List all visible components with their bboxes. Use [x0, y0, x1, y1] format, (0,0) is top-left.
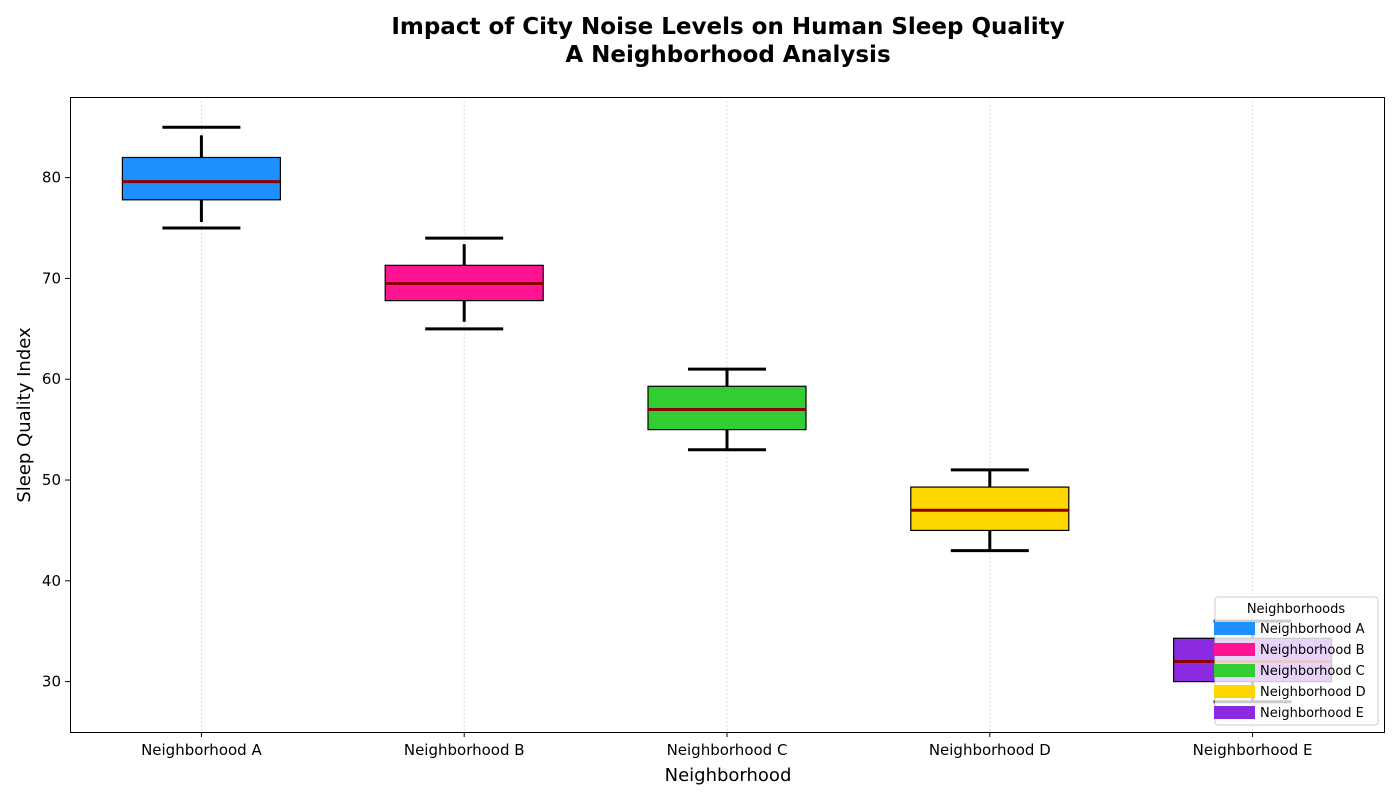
legend-title: Neighborhoods	[1247, 602, 1346, 617]
y-axis-ticks: 30 40 50 60 70 80	[42, 169, 70, 691]
y-tick-label: 70	[42, 269, 61, 287]
x-tick-label: Neighborhood D	[929, 741, 1051, 759]
legend-swatch	[1214, 643, 1255, 656]
y-tick-label: 80	[42, 169, 61, 187]
y-axis-label: Sleep Quality Index	[14, 327, 35, 503]
legend: Neighborhoods Neighborhood A Neighborhood…	[1214, 596, 1379, 726]
y-tick-label: 50	[42, 471, 61, 489]
x-axis-label: Neighborhood	[665, 765, 792, 786]
chart-title-line-2: A Neighborhood Analysis	[565, 42, 890, 68]
x-tick-label: Neighborhood A	[141, 741, 262, 759]
box-neighborhood-b	[384, 236, 544, 331]
iqr-box	[910, 486, 1070, 532]
legend-swatch	[1214, 706, 1255, 719]
y-tick-label: 40	[42, 572, 61, 590]
y-tick-label: 60	[42, 370, 61, 388]
y-tick-label: 30	[42, 673, 61, 691]
x-tick-label: Neighborhood B	[404, 741, 525, 759]
legend-entry-label: Neighborhood A	[1260, 622, 1365, 637]
legend-frame	[1214, 596, 1379, 726]
legend-entry-label: Neighborhood C	[1260, 664, 1365, 679]
legend-swatch	[1214, 622, 1255, 635]
legend-swatch	[1214, 664, 1255, 677]
legend-entry-label: Neighborhood D	[1260, 685, 1366, 700]
legend-entry-label: Neighborhood E	[1260, 706, 1364, 721]
box-neighborhood-d	[910, 468, 1070, 553]
chart-title: Impact of City Noise Levels on Human Sle…	[391, 14, 1064, 68]
x-tick-label: Neighborhood C	[667, 741, 788, 759]
box-neighborhood-a	[121, 125, 282, 230]
box-neighborhood-c	[647, 367, 807, 452]
x-tick-label: Neighborhood E	[1193, 741, 1313, 759]
legend-swatch	[1214, 685, 1255, 698]
legend-entry-label: Neighborhood B	[1260, 643, 1365, 658]
iqr-box	[647, 385, 807, 431]
x-axis-ticks: Neighborhood A Neighborhood B Neighborhood…	[141, 732, 1313, 759]
chart-title-line-1: Impact of City Noise Levels on Human Sle…	[391, 14, 1064, 40]
iqr-box	[121, 156, 282, 201]
